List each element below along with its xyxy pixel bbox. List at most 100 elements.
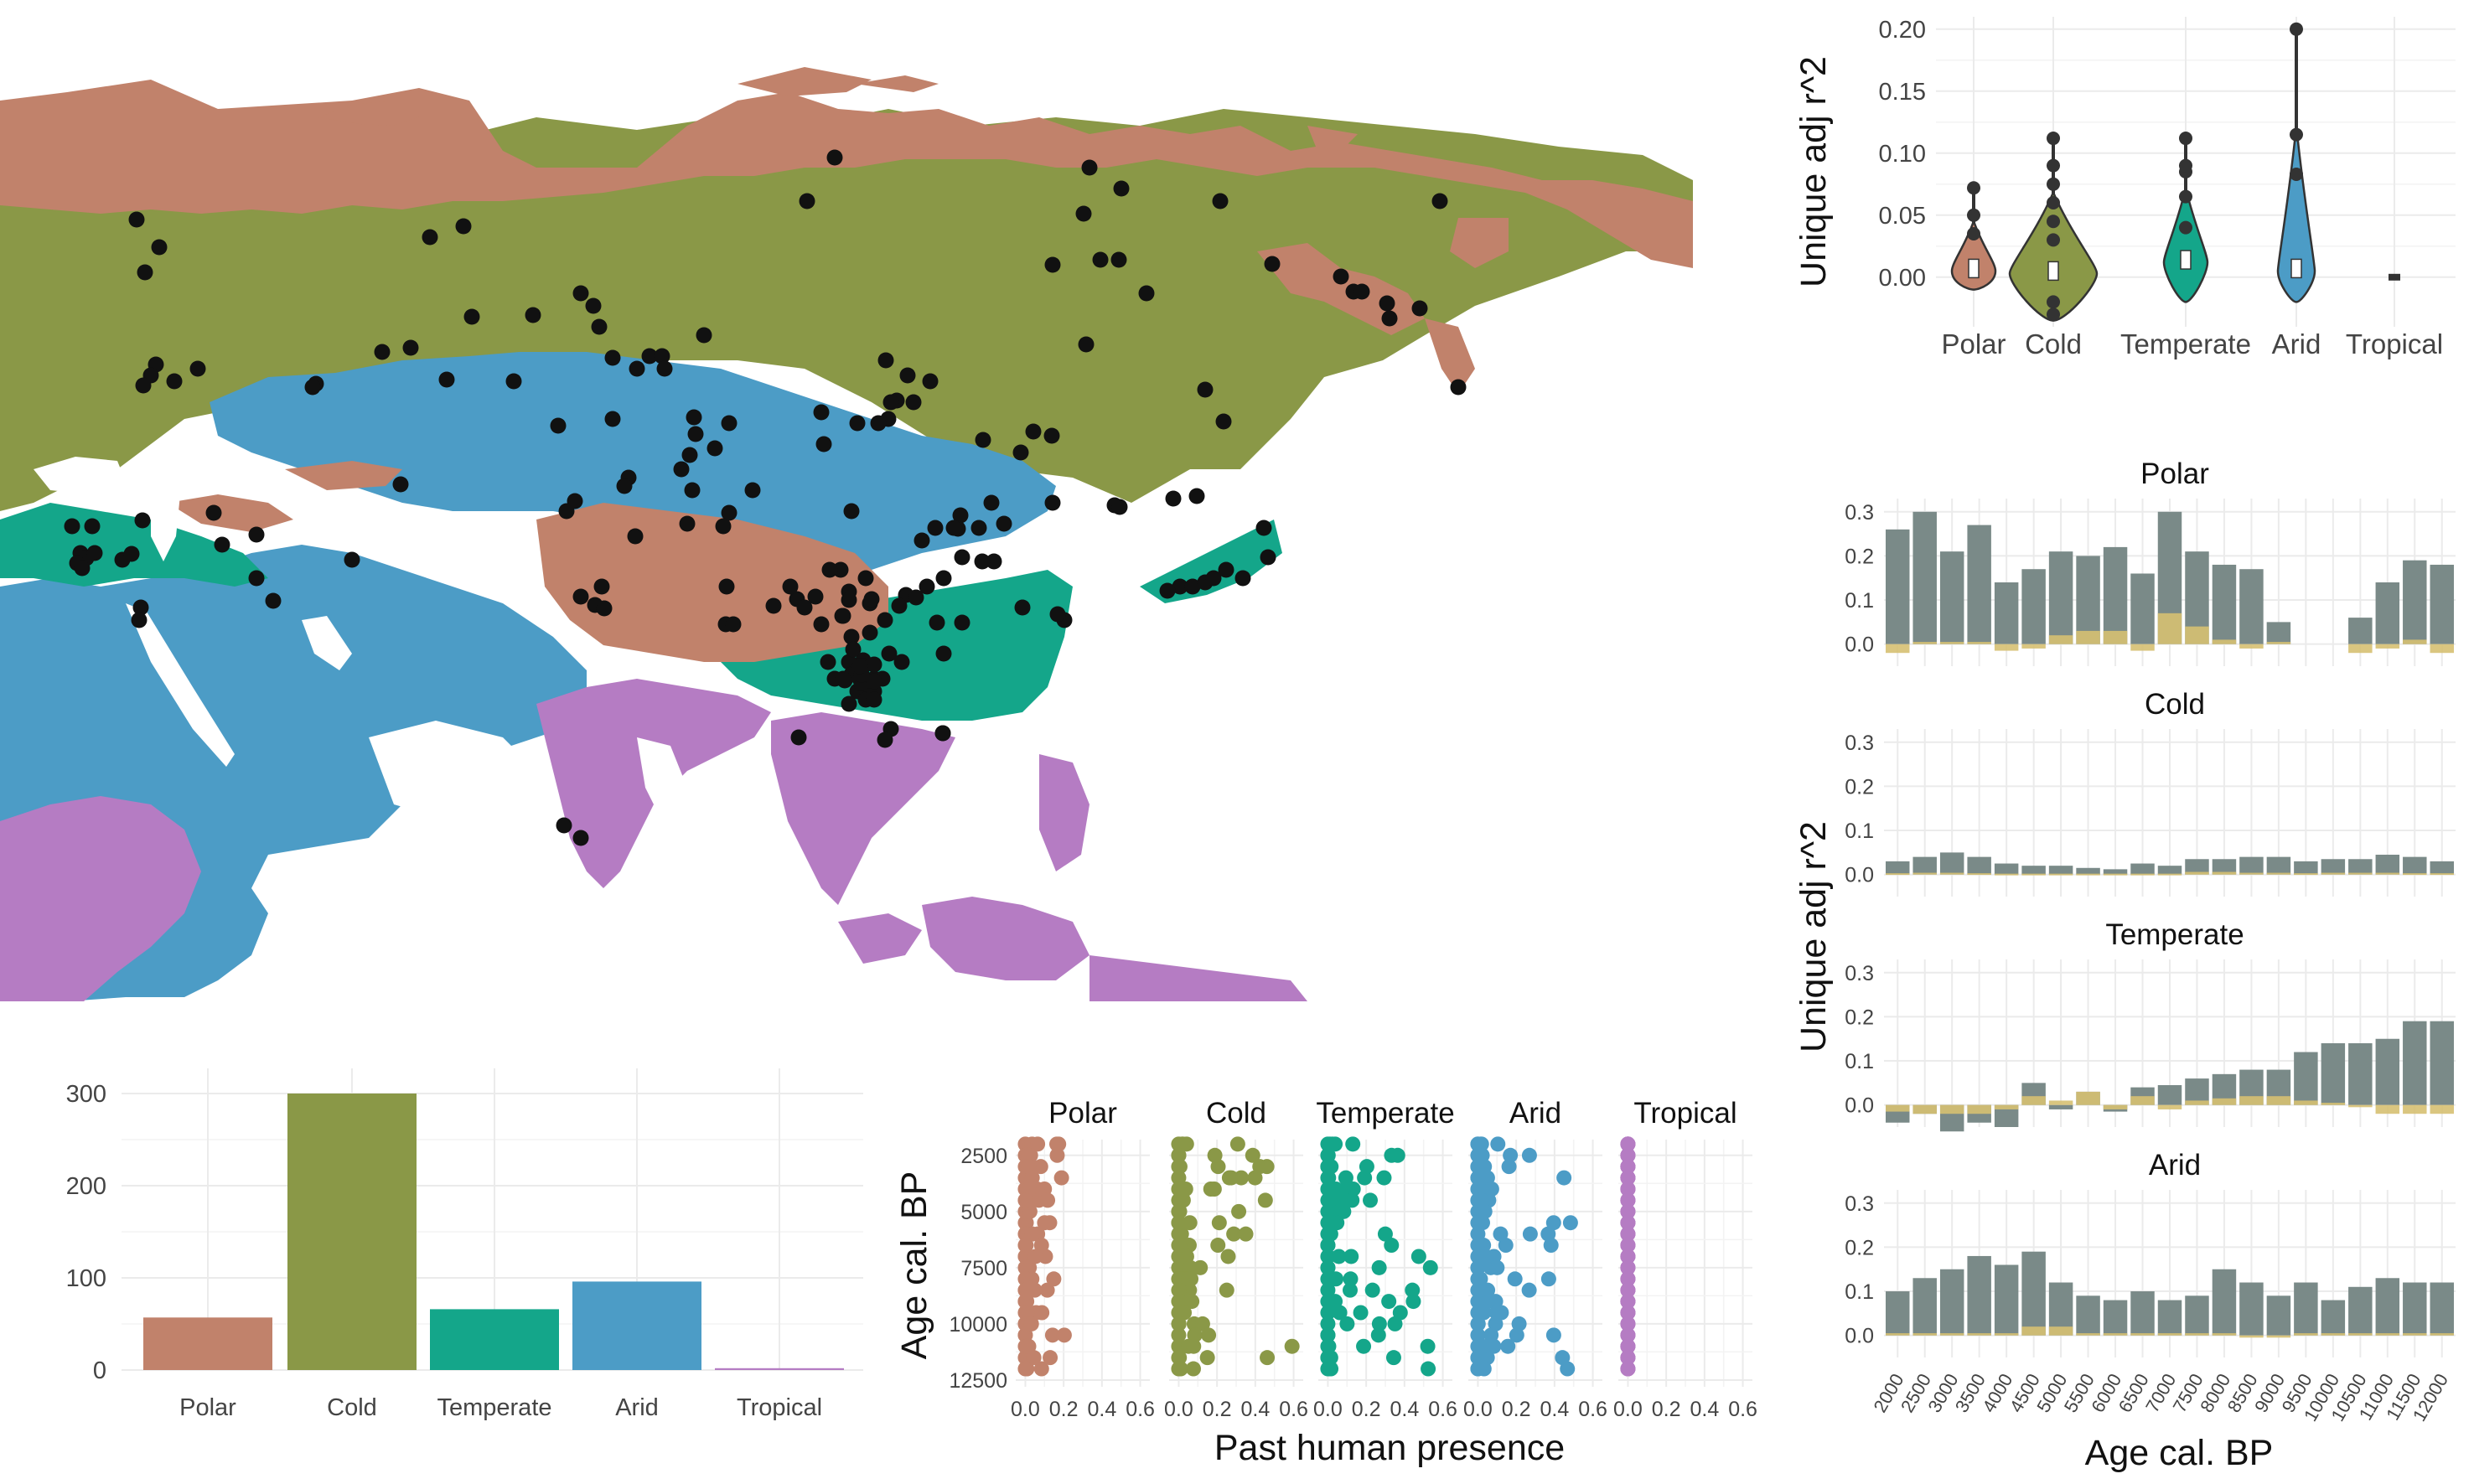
violin-outlier-point: [1967, 208, 1980, 222]
violin-tropical-marker: [2389, 273, 2400, 281]
timeseries-bar-tan: [2321, 872, 2346, 875]
timeseries-panel-title: Arid: [2149, 1149, 2201, 1182]
timeseries-bar-gray: [2021, 1251, 2046, 1336]
timeseries-ytick-label: 0.1: [1845, 1050, 1874, 1073]
map-site-point: [843, 628, 860, 645]
presence-point: [1172, 1238, 1188, 1254]
timeseries-bar-gray: [2048, 1104, 2073, 1109]
timeseries-bar-tan: [2130, 644, 2155, 651]
presence-point: [1470, 1170, 1486, 1186]
violin-box: [1968, 258, 1980, 279]
map-water-redsea: [126, 603, 235, 767]
counts-bar-arid: [572, 1281, 701, 1370]
counts-ytick-label: 200: [66, 1173, 106, 1200]
presence-x-axis-title: Past human presence: [1214, 1428, 1565, 1468]
presence-point: [1033, 1159, 1048, 1175]
violin-outlier-point: [1967, 227, 1980, 240]
timeseries-bar-tan: [1939, 1104, 1964, 1114]
presence-point: [1344, 1192, 1360, 1208]
presence-point: [1483, 1182, 1499, 1197]
presence-point: [1018, 1271, 1034, 1287]
presence-point: [1257, 1192, 1273, 1208]
timeseries-bar-tan: [2130, 1096, 2155, 1105]
counts-xtick-label: Tropical: [737, 1394, 822, 1421]
map-site-point: [1234, 570, 1251, 587]
timeseries-bar-tan: [2212, 639, 2237, 644]
presence-point: [1049, 1147, 1065, 1163]
presence-panel-title: Polar: [1048, 1097, 1117, 1130]
presence-point: [1322, 1350, 1338, 1366]
violin-temperate: [2162, 187, 2209, 303]
presence-point: [1320, 1327, 1336, 1343]
map-site-point: [1215, 413, 1232, 430]
presence-point: [1017, 1192, 1033, 1208]
counts-xtick-label: Cold: [327, 1394, 377, 1421]
map-site-point: [826, 149, 843, 166]
map-site-point: [591, 318, 608, 335]
timeseries-bar-tan: [2239, 1335, 2264, 1338]
presence-xtick-label: 0.6: [1728, 1398, 1757, 1421]
presence-point: [1620, 1192, 1636, 1208]
timeseries-bar-gray: [2103, 1300, 2128, 1336]
timeseries-bar-gray: [1912, 511, 1937, 644]
map-site-point: [137, 264, 153, 281]
presence-point: [1343, 1249, 1359, 1264]
presence-xtick-label: 0.6: [1578, 1398, 1607, 1421]
presence-panel-title: Arid: [1509, 1097, 1561, 1130]
map-site-point: [813, 404, 830, 421]
map-site-point: [572, 285, 589, 302]
map-site-point: [1025, 423, 1042, 440]
map-site-point: [857, 570, 874, 587]
timeseries-bar-gray: [2348, 859, 2373, 875]
timeseries-bar-tan: [2157, 613, 2182, 644]
map-site-point: [715, 518, 732, 535]
presence-point: [1339, 1316, 1355, 1331]
map-site-point: [604, 349, 621, 366]
timeseries-bar-tan: [1994, 644, 2019, 651]
presence-xtick-label: 0.0: [1011, 1398, 1040, 1421]
presence-point: [1185, 1361, 1201, 1377]
timeseries-bar-tan: [2130, 873, 2155, 876]
timeseries-bar-tan: [2048, 873, 2073, 876]
presence-point: [1620, 1316, 1636, 1331]
map-site-point: [1014, 599, 1031, 616]
presence-point: [1044, 1327, 1060, 1343]
presence-ytick-label: 2500: [960, 1145, 1007, 1168]
map-site-point: [1111, 499, 1128, 515]
timeseries-bar-tan: [2348, 1104, 2373, 1108]
timeseries-bar-gray: [1886, 1291, 1910, 1336]
presence-point: [1545, 1215, 1561, 1231]
violin-ytick-label: 0.15: [1879, 79, 1926, 106]
presence-point: [1320, 1316, 1336, 1331]
presence-point: [1405, 1282, 1421, 1298]
timeseries-ytick-label: 0.2: [1845, 775, 1874, 799]
map-site-point: [725, 616, 742, 633]
timeseries-bar-tan: [2076, 1091, 2100, 1105]
presence-point: [1620, 1136, 1636, 1152]
timeseries-panel: Unique adj r^2 Age cal. BP Polar 0.0 0.1 0.2 0…: [1793, 458, 2456, 1473]
presence-point: [1420, 1338, 1436, 1354]
presence-point: [1545, 1327, 1561, 1343]
map-site-point: [866, 673, 882, 690]
timeseries-bar-tan: [2266, 872, 2291, 875]
timeseries-bar-tan: [2185, 626, 2209, 644]
timeseries-bar-gray: [2103, 546, 2128, 644]
presence-point: [1017, 1294, 1033, 1310]
presence-point: [1377, 1226, 1393, 1242]
counts-xtick-label: Polar: [179, 1394, 236, 1421]
violin-ytick-label: 0.20: [1879, 17, 1926, 44]
timeseries-bar-gray: [1967, 856, 1991, 875]
presence-point: [1043, 1350, 1058, 1366]
presence-point: [1187, 1327, 1203, 1343]
presence-xtick-label: 0.6: [1279, 1398, 1308, 1421]
map-site-point: [572, 588, 589, 605]
counts-xtick-label: Arid: [615, 1394, 659, 1421]
violin-outlier-point: [2047, 215, 2060, 229]
presence-point: [1376, 1170, 1392, 1186]
violin-outlier-point: [2047, 233, 2060, 247]
timeseries-bar-gray: [2403, 1282, 2427, 1336]
presence-point: [1371, 1259, 1387, 1275]
presence-xtick-label: 0.6: [1126, 1398, 1155, 1421]
timeseries-bar-gray: [2266, 1295, 2291, 1336]
presence-point: [1182, 1282, 1198, 1298]
